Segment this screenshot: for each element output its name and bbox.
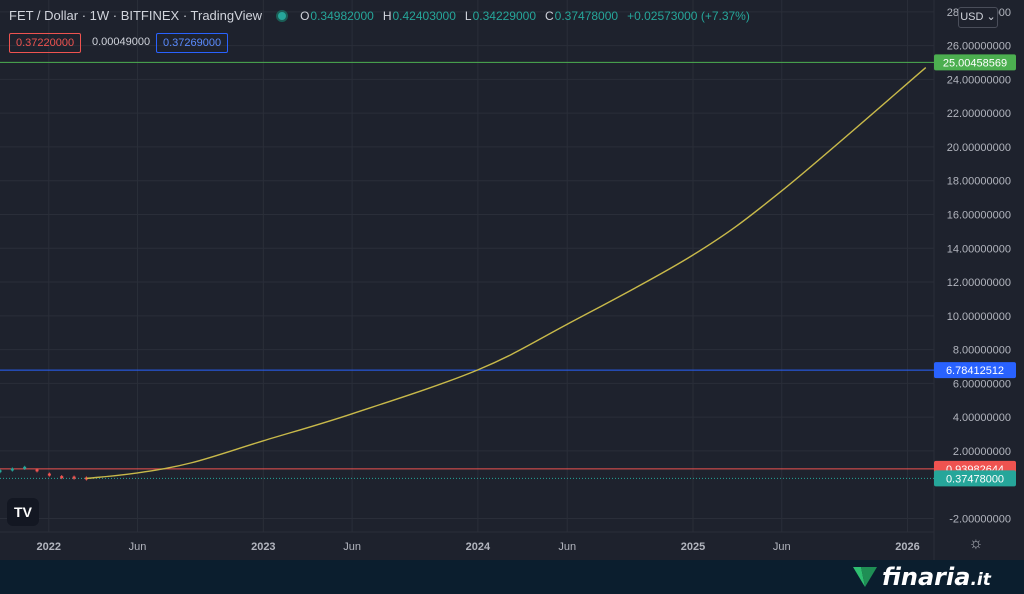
symbol-title[interactable]: FET / Dollar · 1W · BITFINEX · TradingVi… — [9, 8, 263, 23]
price-tag — [934, 54, 1016, 71]
x-tick-label: Jun — [558, 541, 576, 553]
y-tick-label: 22.00000000 — [947, 108, 1011, 120]
brand-footer — [0, 560, 1024, 594]
y-tick-label: -2.00000000 — [949, 513, 1011, 525]
price-chart[interactable]: 28.0000000026.0000000024.0000000022.0000… — [0, 0, 1024, 560]
x-tick-label: 2025 — [681, 541, 705, 553]
candle-body — [47, 473, 51, 476]
finaria-logo: finaria.it — [852, 562, 991, 592]
price-tag-label: 25.00458569 — [943, 57, 1007, 69]
price-tag-label: 0.37478000 — [946, 473, 1004, 485]
y-tick-label: 12.00000000 — [947, 277, 1011, 289]
candle-body — [72, 476, 76, 479]
tradingview-logo-icon[interactable]: TV — [7, 498, 39, 526]
x-tick-label: 2026 — [895, 541, 919, 553]
y-tick-label: 14.00000000 — [947, 243, 1011, 255]
ohlc-low: L0.34229000 — [464, 8, 536, 23]
y-tick-label: 6.00000000 — [953, 378, 1011, 390]
projection-curve — [86, 67, 927, 480]
x-tick-label: Jun — [343, 541, 361, 553]
y-tick-label: 24.00000000 — [947, 74, 1011, 86]
y-tick-label: 2.00000000 — [953, 446, 1011, 458]
candle-body — [23, 466, 27, 469]
x-tick-label: Jun — [129, 541, 147, 553]
price-tag-label: 6.78412512 — [946, 365, 1004, 377]
y-tick-label: 18.00000000 — [947, 176, 1011, 188]
price-change: +0.02573000 (+7.37%) — [627, 8, 750, 23]
y-tick-label: 16.00000000 — [947, 209, 1011, 221]
y-tick-label: 8.00000000 — [953, 345, 1011, 357]
currency-button[interactable]: USD ⌄ — [958, 7, 998, 28]
y-tick-label: 20.00000000 — [947, 142, 1011, 154]
symbol-legend: FET / Dollar · 1W · BITFINEX · TradingVi… — [9, 8, 759, 23]
x-tick-label: Jun — [773, 541, 791, 553]
candle-body — [35, 469, 39, 472]
candles-group — [0, 465, 88, 481]
sell-button[interactable]: 0.37220000 — [9, 33, 82, 53]
x-tick-label: 2023 — [251, 541, 275, 553]
x-tick-label: 2024 — [466, 541, 491, 553]
ohlc-close: C0.37478000 — [545, 8, 619, 23]
y-tick-label: 26.00000000 — [947, 41, 1011, 53]
brand-name: finaria.it — [882, 563, 991, 591]
candle-body — [0, 470, 2, 473]
settings-gear-icon[interactable]: ☼ — [968, 535, 984, 552]
ohlc-open: O0.34982000 — [300, 8, 374, 23]
price-tag — [934, 470, 1016, 487]
buy-button[interactable]: 0.37269000 — [156, 33, 229, 53]
finaria-mark-icon — [853, 567, 877, 587]
price-tag — [934, 362, 1016, 379]
x-tick-label: 2022 — [37, 541, 61, 553]
ohlc-high: H0.42403000 — [382, 8, 456, 23]
candle-body — [60, 476, 64, 479]
spread-value: 0.00049000 — [92, 36, 151, 48]
y-tick-label: 10.00000000 — [947, 311, 1011, 323]
y-tick-label: 4.00000000 — [953, 412, 1011, 424]
candle-body — [10, 468, 14, 471]
market-status-icon — [276, 9, 289, 22]
